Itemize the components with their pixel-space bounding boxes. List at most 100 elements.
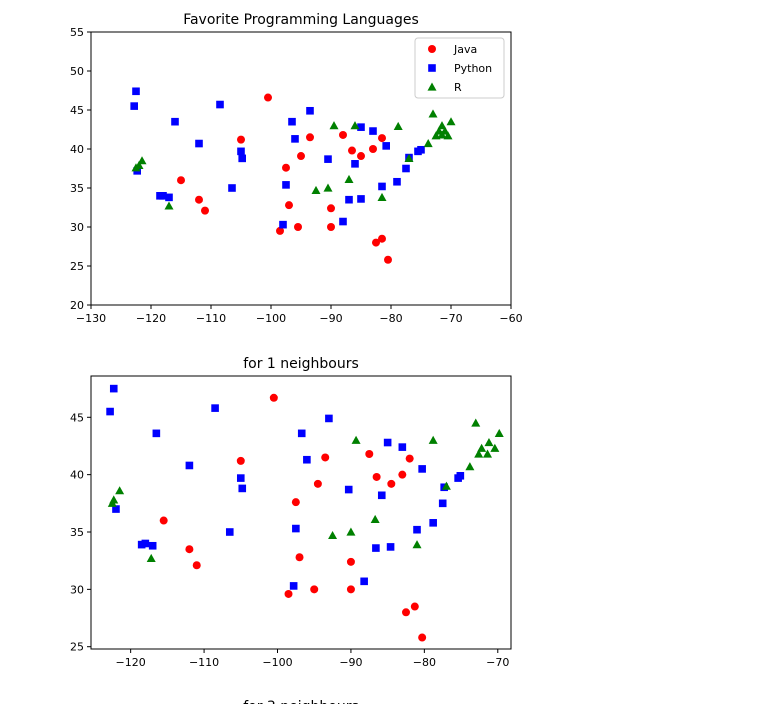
chart1-point-r [446, 117, 456, 126]
chart2-point-python [141, 539, 150, 548]
chart1-point-java [369, 145, 377, 153]
chart1-point-python [345, 195, 353, 204]
chart1-legend-marker-python [428, 64, 436, 72]
chart2-point-python [360, 577, 368, 586]
chart1-point-python [369, 127, 377, 135]
chart2-x-tick-label: −120 [116, 656, 146, 669]
chart1-point-java [264, 93, 272, 102]
chart2-point-r [109, 495, 119, 504]
chart2-point-java [410, 602, 419, 611]
chart1-point-r [437, 121, 447, 130]
chart1-x-tick-label: −70 [439, 312, 462, 325]
chart1-point-python [132, 87, 140, 96]
chart2-y-tick-label: 45 [70, 411, 84, 424]
chart2-point-java [405, 454, 414, 463]
chart2-point-r [412, 540, 422, 549]
chart1-point-r [329, 121, 339, 130]
chart1-point-python [288, 117, 296, 126]
chart2-point-python [292, 524, 300, 533]
chart2-point-java [159, 516, 168, 525]
chart2-point-java [365, 450, 374, 458]
chart1-legend-marker-java [428, 45, 436, 53]
chart1-point-java [372, 238, 380, 247]
chart1-point-python [195, 139, 203, 148]
chart1-point-java [201, 206, 209, 215]
chart1-point-r [344, 174, 354, 184]
chart1-point-python [279, 220, 287, 229]
chart2-point-java [418, 633, 427, 642]
chart1-point-r [311, 185, 321, 194]
chart1-point-python [351, 160, 359, 168]
chart2-point-java [192, 561, 201, 570]
chart2-x-tick-label: −100 [262, 656, 292, 669]
chart1-y-tick-label: 45 [70, 104, 84, 117]
chart1-x-tick-label: −80 [379, 312, 402, 325]
chart2-point-r [494, 428, 504, 437]
chart2-y-tick-label: 40 [70, 469, 84, 482]
chart1-point-java [357, 152, 365, 161]
chart1-x-tick-label: −110 [196, 312, 226, 325]
chart2-point-r [483, 449, 493, 458]
chart2-point-python [418, 465, 426, 473]
chart1-point-python [237, 147, 245, 156]
chart2-point-java [295, 553, 304, 562]
chart2-point-python [289, 582, 298, 590]
chart1-point-java [195, 195, 203, 204]
chart2-x-tick-label: −90 [339, 656, 362, 669]
chart1-point-java [384, 255, 392, 264]
chart1-point-python [339, 217, 347, 226]
chart1-x-tick-label: −120 [136, 312, 166, 325]
chart1-y-tick-label: 30 [70, 221, 84, 234]
chart2-point-java [236, 456, 245, 465]
chart1-point-r [404, 153, 414, 162]
chart2-point-python [372, 544, 380, 552]
chart1-point-r [134, 160, 144, 169]
chart1-point-java [294, 223, 302, 231]
chart2-point-java [387, 479, 396, 488]
chart2-point-python [185, 461, 194, 470]
chart2-point-python [238, 484, 247, 493]
chart2-point-java [402, 608, 410, 617]
chart1-point-python [130, 102, 138, 110]
chart1-y-tick-label: 50 [70, 65, 84, 78]
chart1-point-python [393, 177, 401, 186]
chart2-point-java [269, 393, 278, 402]
chart1-x-tick-label: −60 [499, 312, 522, 325]
chart2-point-java [398, 470, 407, 479]
chart1-point-python [159, 192, 167, 200]
chart2-point-java [372, 472, 381, 481]
chart1-point-r [323, 183, 333, 192]
chart2-point-python [225, 528, 234, 536]
chart1-legend-marker-r [427, 82, 437, 91]
chart2-point-java [185, 545, 194, 554]
chart2-point-python [413, 525, 421, 534]
chart1-legend-label-java: Java [453, 43, 477, 56]
chart2-point-python [438, 499, 447, 508]
chart1-point-python [238, 154, 246, 163]
chart1-point-java [177, 176, 185, 185]
chart2-y-tick-label: 25 [70, 641, 84, 654]
chart2-y-tick-label: 35 [70, 526, 84, 539]
chart1-point-python [357, 123, 365, 131]
chart2-point-python [109, 384, 118, 393]
chart2-point-r [351, 435, 361, 444]
chart2-point-r [428, 435, 438, 444]
chart1-point-python [216, 100, 224, 109]
chart2-point-r [471, 418, 481, 427]
chart2-point-python [112, 505, 120, 513]
chart2-point-python [211, 404, 219, 412]
chart2-x-tick-label: −70 [486, 656, 509, 669]
chart1-point-java [378, 234, 386, 243]
chart2-point-r [328, 530, 338, 540]
chart2-plot-frame [90, 375, 512, 650]
chart1-x-tick-label: −100 [256, 312, 286, 325]
chart2-point-r [490, 443, 500, 452]
chart1-x-tick-label: −130 [76, 312, 106, 325]
chart1-point-python [417, 145, 425, 154]
chart2-x-tick-label: −110 [189, 656, 219, 669]
chart2-point-java [310, 585, 319, 594]
chart3-title-partial: for 3 neighbours [243, 699, 359, 704]
chart2-point-r [370, 514, 380, 523]
chart2-point-python [377, 491, 386, 500]
